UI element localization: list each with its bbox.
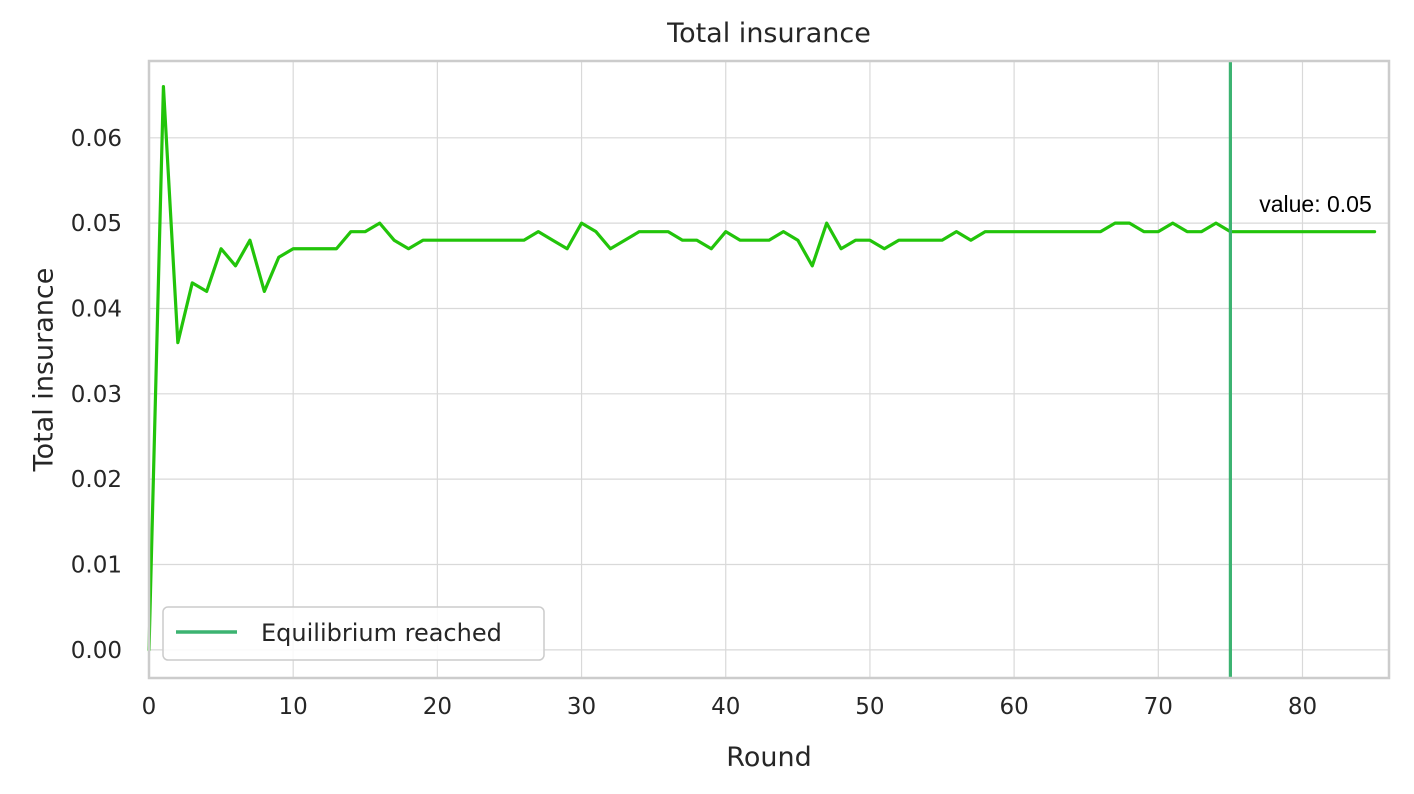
x-tick-label: 60 <box>999 694 1028 720</box>
x-tick-label: 10 <box>279 694 308 720</box>
y-tick-label: 0.00 <box>71 638 122 664</box>
chart-title: Total insurance <box>666 18 871 49</box>
y-tick-labels: 0.00 0.01 0.02 0.03 0.04 0.05 0.06 <box>71 126 122 664</box>
y-axis-label: Total insurance <box>28 268 59 473</box>
grid <box>148 61 1389 678</box>
legend: Equilibrium reached <box>162 606 545 661</box>
x-tick-labels: 0 10 20 30 40 50 60 70 80 <box>142 694 1317 720</box>
y-tick-label: 0.05 <box>71 211 122 237</box>
x-tick-label: 0 <box>142 694 157 720</box>
series-line <box>147 84 1377 652</box>
x-tick-label: 70 <box>1144 694 1173 720</box>
y-tick-label: 0.06 <box>71 126 122 152</box>
x-tick-label: 20 <box>423 694 452 720</box>
x-tick-label: 40 <box>711 694 740 720</box>
y-tick-label: 0.01 <box>71 552 122 578</box>
y-tick-label: 0.04 <box>71 296 122 322</box>
x-axis-label: Round <box>726 742 811 773</box>
plot-frame <box>147 59 1391 680</box>
y-tick-label: 0.03 <box>71 382 122 408</box>
series-group <box>147 84 1377 652</box>
x-tick-label: 80 <box>1288 694 1317 720</box>
x-tick-label: 50 <box>855 694 884 720</box>
legend-box <box>162 606 545 661</box>
value-annotation: value: 0.05 <box>1259 191 1372 217</box>
y-tick-label: 0.02 <box>71 467 122 493</box>
x-tick-label: 30 <box>567 694 596 720</box>
legend-label: Equilibrium reached <box>261 619 502 647</box>
